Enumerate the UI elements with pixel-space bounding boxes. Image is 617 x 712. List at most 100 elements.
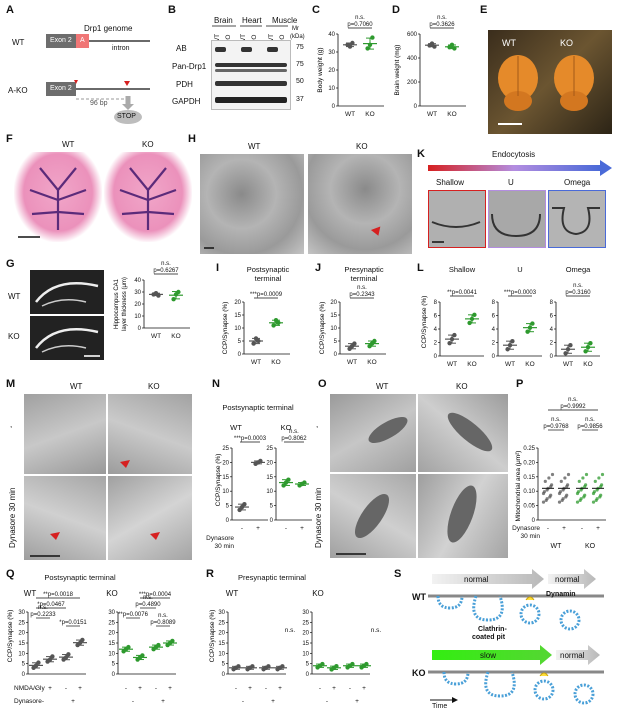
j-xlabel: WT xyxy=(347,359,357,366)
j-tick-label: 10 xyxy=(330,326,337,332)
r-wt-2-point xyxy=(266,664,271,669)
l-ko-2-point xyxy=(585,345,591,350)
h-ko: KO xyxy=(356,142,368,151)
h-em-wt xyxy=(200,154,304,254)
q-title: Postsynaptic terminal xyxy=(44,573,116,582)
panel-label-c: C xyxy=(312,4,320,16)
g-ylabel-1: Hippocampus CA1 xyxy=(114,278,120,329)
l-xlabel: WT xyxy=(563,361,573,368)
r-nmda-x: - xyxy=(235,685,237,692)
p-point xyxy=(578,498,582,503)
l-1-tick-label: 8 xyxy=(492,300,496,306)
p-ko-sig: n.s. xyxy=(585,417,595,423)
l-wt-1-point xyxy=(510,338,515,344)
g-wt-point xyxy=(156,293,161,298)
q-wt-tick-label: 20 xyxy=(18,631,25,637)
n-wt-p-value: ***p=0.0003 xyxy=(234,436,267,442)
p-tick-label: 0.05 xyxy=(523,504,535,510)
g-ca1 xyxy=(35,282,100,357)
l-1-tick-label: 2 xyxy=(492,341,496,347)
p-point xyxy=(545,488,549,492)
a-wt-label: WT xyxy=(12,38,25,47)
s-ccp-1: Clathrin- xyxy=(478,626,507,633)
p-ylabel: Mitochondrial area (μm²) xyxy=(515,451,522,522)
r-nmda-x: + xyxy=(332,685,336,692)
p-ko-p-value: p=0.9856 xyxy=(577,424,603,430)
p-xlabel: + xyxy=(562,525,566,532)
p-point xyxy=(577,479,581,484)
p-point xyxy=(560,498,564,503)
r-wt-tick-label: 15 xyxy=(218,641,225,647)
r-wt-tick-label: 20 xyxy=(218,631,225,637)
q-ko-stat-p-value: **p=0.0076 xyxy=(118,612,149,618)
n-ko-tick-label: 15 xyxy=(266,475,273,481)
k-em-shallow xyxy=(428,190,486,248)
c-wt-point xyxy=(347,44,353,49)
b-marker-0: 75 xyxy=(296,44,304,51)
o-ko: KO xyxy=(456,382,468,391)
k-arrow xyxy=(428,160,612,176)
d-tick-label: 0 xyxy=(414,104,418,110)
p-point xyxy=(579,488,583,492)
d-xlabel: KO xyxy=(447,111,456,118)
p-point xyxy=(597,476,601,480)
p-wt-p-value: p=0.9768 xyxy=(543,424,569,430)
l-2-tick-label: 4 xyxy=(550,327,554,333)
l-group-title: Omega xyxy=(566,265,591,274)
l-ko-0-point xyxy=(469,316,475,322)
p-point xyxy=(594,498,598,503)
q-dyn-x: - xyxy=(132,698,134,705)
p-point xyxy=(575,491,580,496)
p-point xyxy=(547,476,551,480)
n-xlabel: - xyxy=(241,525,243,532)
a-ako-label: A-KO xyxy=(8,86,28,95)
c-tick-label: 40 xyxy=(328,32,335,38)
b-kda: (kDa) xyxy=(290,34,305,40)
r-ko-3-point xyxy=(364,661,369,667)
q-wt-2-point xyxy=(66,652,71,657)
n-ko-neg-point xyxy=(286,477,291,482)
q-dyn-x: + xyxy=(71,698,75,705)
l-xlabel: WT xyxy=(505,361,515,368)
p-top-p-value: p=0.9992 xyxy=(560,404,586,410)
i-ko-point xyxy=(271,323,276,328)
l-ko-1-point xyxy=(527,325,533,330)
r-wt-tick-label: 0 xyxy=(222,672,226,678)
l-wt-2-point xyxy=(563,351,568,356)
panel-label-i: I xyxy=(216,262,220,274)
s-ko: KO xyxy=(412,668,426,678)
q-ko-tick-label: 10 xyxy=(108,651,115,657)
d-wt-point xyxy=(429,41,435,46)
l-2-tick-label: 0 xyxy=(550,354,554,360)
panel-label-j: J xyxy=(315,262,322,274)
l-0-tick-label: 2 xyxy=(434,341,438,347)
r-dyn-x: - xyxy=(326,698,328,705)
l-ko-0-point xyxy=(467,320,472,326)
p-point xyxy=(561,488,565,492)
i-tick-label: 5 xyxy=(238,339,242,345)
p-tick-label: 0.10 xyxy=(523,489,535,495)
j-p-value: p=0.2343 xyxy=(349,292,375,298)
l-0-tick-label: 0 xyxy=(434,354,438,360)
g-tick-label: 40 xyxy=(134,278,141,284)
i-ko-point xyxy=(276,320,281,325)
h-em-ko xyxy=(308,154,412,254)
l-ko-0-point xyxy=(472,312,477,318)
c-sig: n.s. xyxy=(355,15,365,21)
d-sig: n.s. xyxy=(437,15,447,21)
b-tissue-brain: Brain xyxy=(214,16,233,25)
j-wt-point xyxy=(352,341,357,346)
r-ko-tick-label: 5 xyxy=(306,662,310,668)
panel-label-a: A xyxy=(6,4,14,16)
g-hippocampus-ko xyxy=(30,316,104,360)
f-folia xyxy=(18,167,177,238)
b-row-gapdh: GAPDH xyxy=(172,97,201,106)
s-normal-1: normal xyxy=(464,575,489,584)
q-nmda-x: - xyxy=(155,685,157,692)
r-nmda-x: - xyxy=(319,685,321,692)
k-title: Endocytosis xyxy=(492,150,536,159)
j-tick-label: 0 xyxy=(334,352,338,358)
r-ko-tick-label: 0 xyxy=(306,672,310,678)
